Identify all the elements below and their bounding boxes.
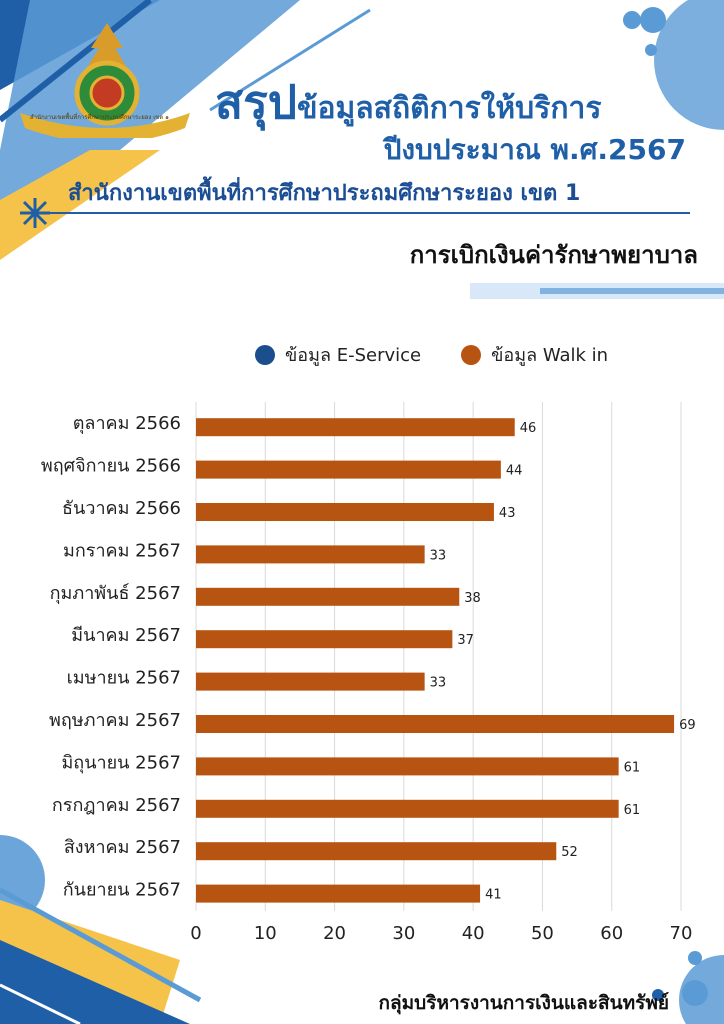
category-label: ตุลาคม 2566 <box>73 413 181 434</box>
bar-walkin <box>196 460 501 479</box>
category-label: กรกฎาคม 2567 <box>52 795 181 816</box>
category-label: ธันวาคม 2566 <box>62 498 181 519</box>
logo-ribbon-text: สำนักงานเขตพื้นที่การศึกษาประถมศึกษาระยอ… <box>30 114 169 121</box>
bar-walkin <box>196 799 619 818</box>
category-label: กุมภาพันธ์ 2567 <box>50 583 181 604</box>
x-tick-label: 20 <box>323 923 346 940</box>
x-tick-label: 50 <box>531 923 554 940</box>
data-label: 38 <box>464 591 481 606</box>
bar-walkin <box>196 757 619 776</box>
bar-walkin <box>196 587 460 606</box>
category-label: สิงหาคม 2567 <box>64 837 181 858</box>
data-label: 46 <box>520 421 537 436</box>
bar-chart: 0 10 20 30 40 50 60 70 ตุลาคม 2566 46 พฤศจิกายน 25… <box>41 402 696 940</box>
fiscal-year-title: ปีงบประมาณ พ.ศ.2567 <box>383 133 686 166</box>
data-label: 61 <box>624 803 641 818</box>
x-tick-label: 10 <box>254 923 277 940</box>
bar-walkin <box>196 715 675 733</box>
legend-item-eservice: ข้อมูล E-Service <box>255 340 421 369</box>
data-label: 69 <box>679 718 696 733</box>
bar-walkin <box>196 503 494 521</box>
category-label: มิถุนายน 2567 <box>61 752 181 773</box>
chart-legend: ข้อมูล E-Service ข้อมูล Walk in <box>255 340 608 369</box>
data-label: 52 <box>561 845 578 860</box>
x-tick-label: 30 <box>392 923 415 940</box>
bar-walkin <box>196 545 425 564</box>
bar-walkin <box>196 418 515 437</box>
bar-walkin <box>196 630 453 649</box>
data-label: 44 <box>506 464 523 479</box>
legend-label-eservice: ข้อมูล E-Service <box>285 345 422 366</box>
legend-swatch-walkin <box>461 344 482 365</box>
title-emphasis: สรุป <box>215 75 297 129</box>
category-label: มกราคม 2567 <box>63 540 181 561</box>
x-tick-label: 0 <box>190 923 201 940</box>
x-tick-label: 40 <box>462 923 485 940</box>
legend-swatch-eservice <box>255 344 275 365</box>
data-label: 33 <box>430 548 447 563</box>
category-label: กันยายน 2567 <box>63 880 181 901</box>
category-label: พฤษภาคม 2567 <box>49 710 181 731</box>
x-tick-label: 60 <box>600 923 623 940</box>
legend-label-walkin: ข้อมูล Walk in <box>491 345 609 366</box>
footer-text: กลุ่มบริหารงานการเงินและสินทรัพย์ <box>378 992 669 1014</box>
office-emblem-logo <box>20 23 190 138</box>
category-label: เมษายน 2567 <box>67 668 181 689</box>
legend-item-walkin: ข้อมูล Walk in <box>461 340 608 369</box>
office-title: สำนักงานเขตพื้นที่การศึกษาประถมศึกษาระยอ… <box>68 181 581 206</box>
category-label: พฤศจิกายน 2566 <box>41 456 181 477</box>
x-tick-label: 70 <box>670 923 693 940</box>
page-title: สรุปข้อมูลสถิติการให้บริการ <box>215 66 601 139</box>
bar-walkin <box>196 672 425 691</box>
data-label: 37 <box>457 633 474 648</box>
title-rest: ข้อมูลสถิติการให้บริการ <box>296 91 602 126</box>
data-label: 61 <box>624 760 641 775</box>
bar-walkin <box>196 884 481 903</box>
category-label: มีนาคม 2567 <box>71 625 181 646</box>
data-label: 33 <box>430 676 447 691</box>
data-label: 41 <box>485 888 502 903</box>
topic-title: การเบิกเงินค่ารักษาพยาบาล <box>409 241 698 269</box>
data-label: 43 <box>499 506 516 521</box>
bar-walkin <box>196 842 557 861</box>
